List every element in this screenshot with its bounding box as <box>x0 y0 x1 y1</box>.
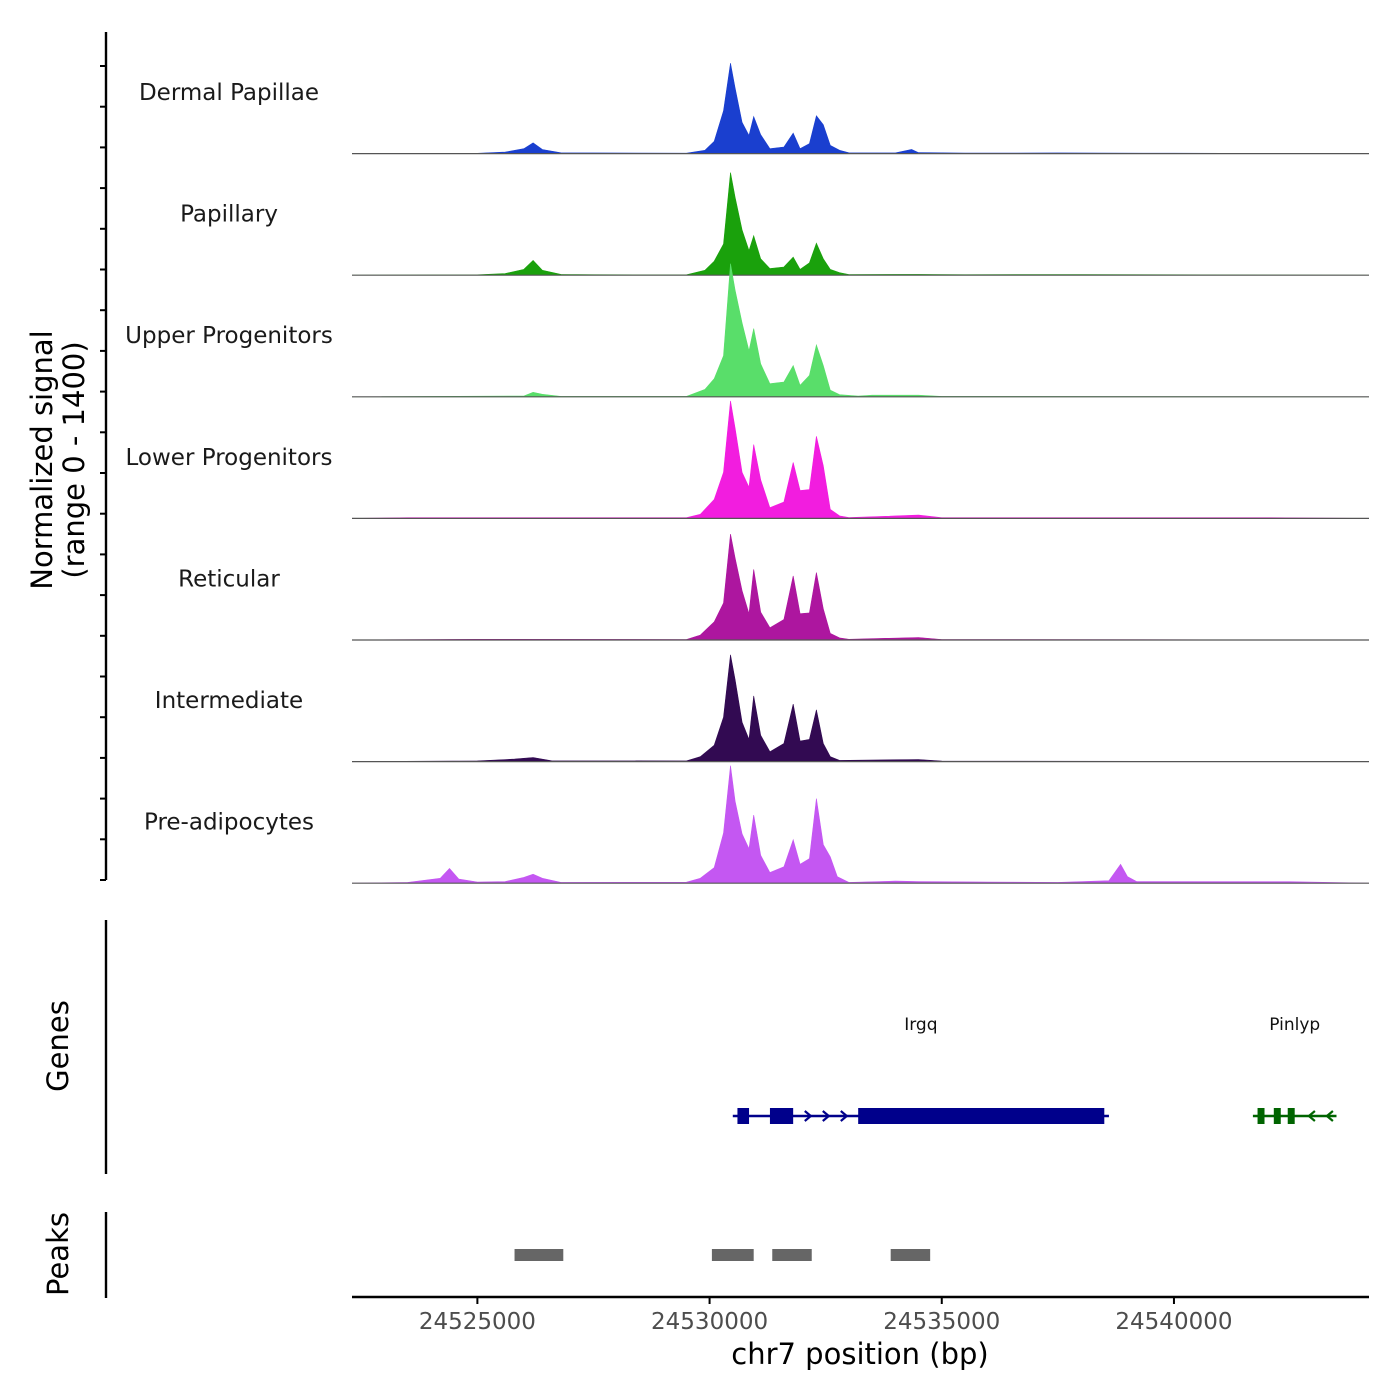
peak-region <box>772 1249 812 1261</box>
strand-arrow <box>822 1110 831 1122</box>
track-label: Intermediate <box>155 688 303 714</box>
coverage-area <box>351 172 1370 276</box>
coverage-area <box>351 654 1370 762</box>
x-tick-label: 24535000 <box>883 1309 1000 1335</box>
gene-annotations: Irgq Pinlyp <box>732 1015 1337 1124</box>
peak-region <box>514 1249 564 1261</box>
coverage-track: Intermediate <box>155 654 1370 763</box>
x-tick-label: 24525000 <box>419 1309 536 1335</box>
strand-arrow <box>804 1110 813 1122</box>
track-label: Upper Progenitors <box>125 323 333 349</box>
x-axis-title: chr7 position (bp) <box>731 1337 988 1371</box>
strand-arrow <box>840 1110 849 1122</box>
track-label: Reticular <box>178 566 280 592</box>
coverage-track: Reticular <box>178 533 1370 641</box>
x-tick-label: 24530000 <box>651 1309 768 1335</box>
peak-region <box>711 1249 754 1261</box>
coverage-area <box>351 765 1370 884</box>
gene-exon <box>1257 1108 1265 1124</box>
coverage-track: Lower Progenitors <box>126 400 1370 520</box>
gene-exon <box>737 1108 750 1124</box>
coverage-y-axis-title: Normalized signal <box>25 330 59 589</box>
genes-panel-title: Genes <box>41 1000 75 1092</box>
coverage-track: Dermal Papillae <box>139 63 1370 155</box>
gene-exon <box>858 1108 1105 1124</box>
track-label: Pre-adipocytes <box>144 810 314 836</box>
track-label: Lower Progenitors <box>126 445 333 471</box>
peaks-panel-title: Peaks <box>41 1212 75 1296</box>
coverage-y-axis-title-range: (range 0 - 1400) <box>57 341 91 578</box>
gene-model: Pinlyp <box>1252 1015 1337 1124</box>
coverage-y-axis-ticks <box>100 65 106 881</box>
peak-region <box>890 1249 931 1261</box>
coverage-area <box>351 400 1370 519</box>
gene-exon <box>1273 1108 1281 1124</box>
gene-exon <box>769 1108 794 1124</box>
track-label: Dermal Papillae <box>139 80 319 106</box>
gene-label: Irgq <box>904 1015 937 1035</box>
gene-exon <box>1287 1108 1295 1124</box>
track-label: Papillary <box>180 202 278 228</box>
coverage-track: Papillary <box>180 172 1370 276</box>
strand-arrow <box>1307 1110 1316 1122</box>
coverage-area <box>351 63 1370 154</box>
x-axis-ticks: 24525000 24530000 24535000 24540000 <box>419 1297 1232 1335</box>
coverage-tracks: Dermal Papillae Papillary Upper Progenitor… <box>125 63 1370 884</box>
coverage-track: Pre-adipocytes <box>144 765 1370 884</box>
gene-label: Pinlyp <box>1269 1015 1320 1035</box>
coverage-track: Upper Progenitors <box>125 263 1370 398</box>
coverage-area <box>351 263 1370 398</box>
peak-regions <box>514 1249 931 1261</box>
strand-arrow <box>1325 1110 1334 1122</box>
gene-model: Irgq <box>732 1015 1109 1124</box>
x-tick-label: 24540000 <box>1115 1309 1232 1335</box>
coverage-area <box>351 533 1370 641</box>
